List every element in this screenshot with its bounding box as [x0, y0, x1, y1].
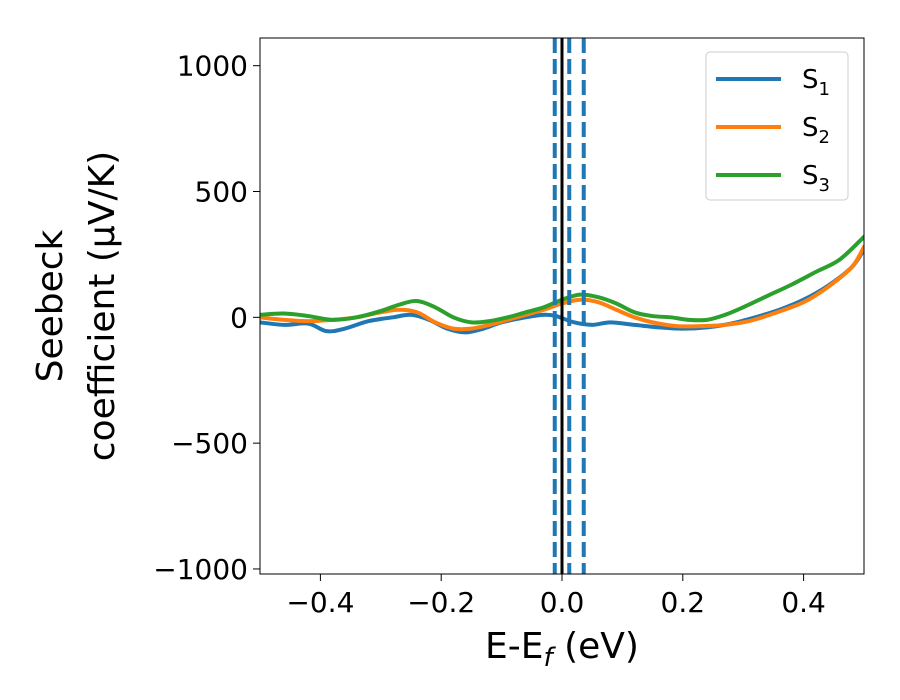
- y-axis-label: Seebeck coefficient (μV/K): [30, 151, 123, 461]
- x-tick-label: 0.0: [540, 586, 585, 619]
- x-tick-label: −0.2: [407, 586, 475, 619]
- legend-label-s2: S2: [802, 113, 830, 148]
- series-line-s1: [260, 247, 864, 335]
- vline-layer: [552, 38, 586, 574]
- legend-label-s1: S1: [802, 65, 830, 100]
- y-tick-label: −500: [171, 427, 248, 460]
- y-axis-label-line2: coefficient (μV/K): [82, 151, 123, 461]
- y-tick-label: 500: [195, 176, 248, 209]
- x-axis-label-main: E-E: [485, 626, 543, 667]
- legend: S1 S2 S3: [705, 51, 849, 201]
- x-axis-label-unit: (eV): [553, 626, 639, 667]
- x-tick-label: 0.4: [781, 586, 826, 619]
- x-tick-label: −0.4: [286, 586, 354, 619]
- x-tick-label: 0.2: [661, 586, 706, 619]
- y-axis-label-line1: Seebeck: [30, 229, 71, 382]
- y-tick-label: 1000: [177, 50, 248, 83]
- x-axis: −0.4 −0.2 0.0 0.2 0.4: [286, 574, 826, 619]
- legend-label-s3: S3: [802, 161, 830, 196]
- y-tick-label: −1000: [153, 553, 248, 586]
- x-axis-label: E-Ef (eV): [485, 626, 639, 673]
- y-tick-label: 0: [230, 301, 248, 334]
- y-axis: −1000 −500 0 500 1000: [153, 50, 260, 586]
